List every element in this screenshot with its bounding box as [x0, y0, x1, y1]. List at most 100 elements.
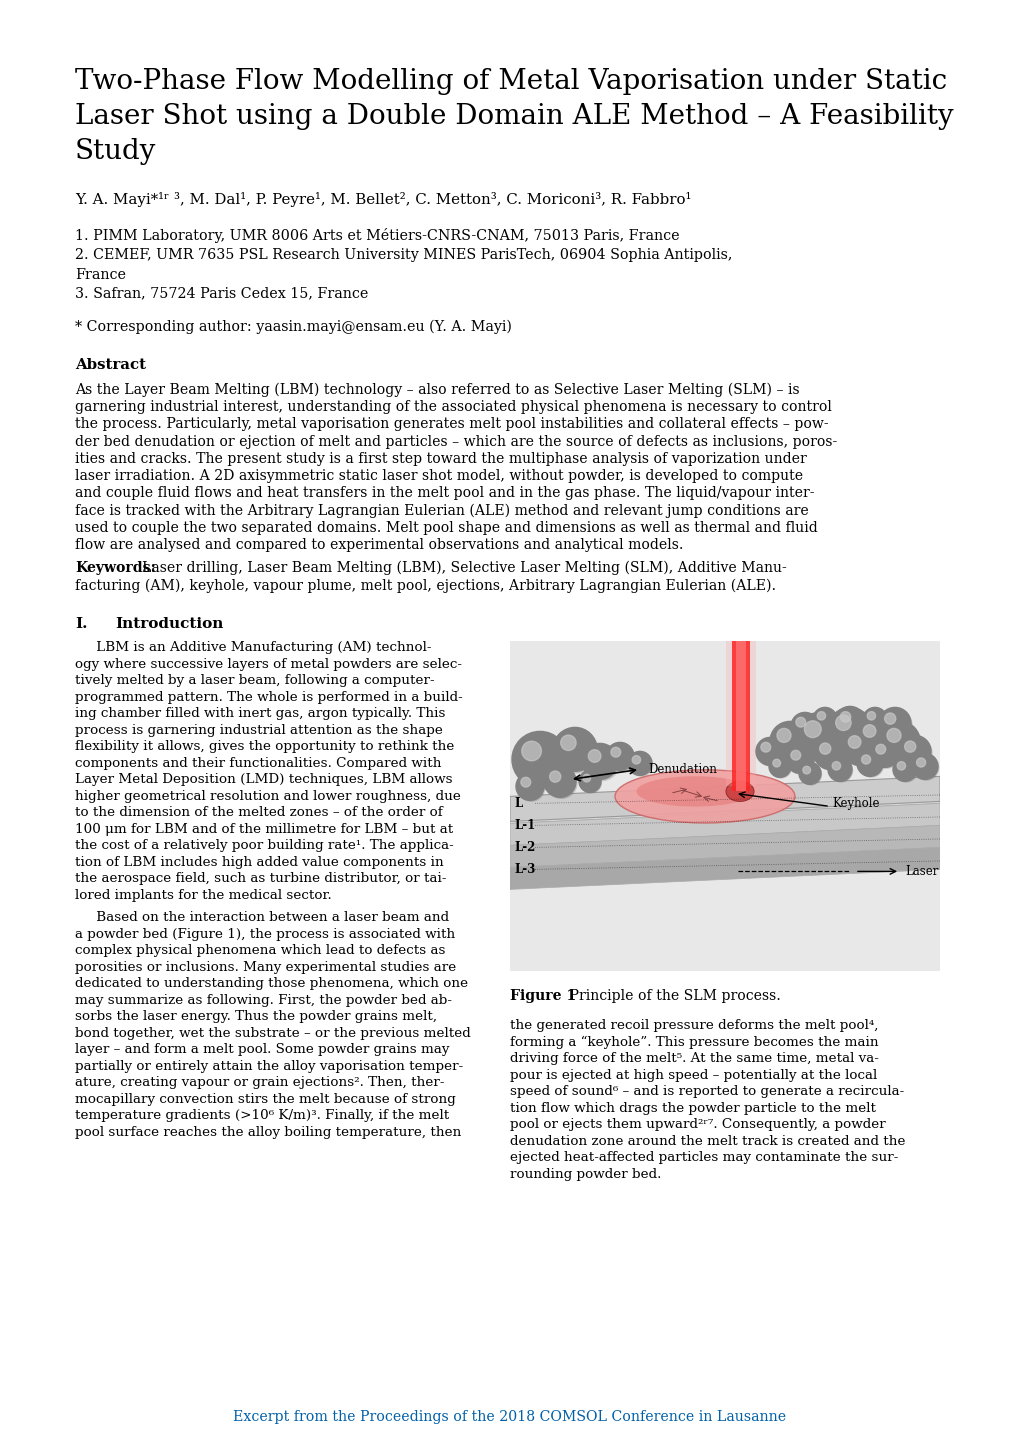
Text: der bed denudation or ejection of melt and particles – which are the source of d: der bed denudation or ejection of melt a…: [75, 434, 837, 448]
Text: LBM is an Additive Manufacturing (AM) technol-: LBM is an Additive Manufacturing (AM) te…: [75, 642, 431, 655]
Circle shape: [862, 725, 875, 737]
Polygon shape: [510, 782, 940, 823]
Circle shape: [790, 712, 818, 740]
Text: higher geometrical resolution and lower roughness, due: higher geometrical resolution and lower …: [75, 790, 461, 803]
Polygon shape: [510, 848, 940, 890]
Text: Laser: Laser: [904, 865, 937, 878]
Circle shape: [866, 711, 874, 720]
Ellipse shape: [787, 747, 814, 774]
Text: process is garnering industrial attention as the shape: process is garnering industrial attentio…: [75, 724, 442, 737]
Text: and couple fluid flows and heat transfers in the melt pool and in the gas phase.: and couple fluid flows and heat transfer…: [75, 486, 814, 500]
Circle shape: [795, 712, 843, 760]
Circle shape: [819, 743, 830, 754]
Ellipse shape: [580, 771, 601, 793]
Text: pour is ejected at high speed – potentially at the local: pour is ejected at high speed – potentia…: [510, 1069, 876, 1082]
Circle shape: [870, 740, 898, 767]
Ellipse shape: [900, 737, 931, 769]
Circle shape: [840, 712, 850, 722]
Circle shape: [552, 727, 596, 771]
Text: facturing (AM), keyhole, vapour plume, melt pool, ejections, Arbitrary Lagrangia: facturing (AM), keyhole, vapour plume, m…: [75, 578, 775, 593]
Ellipse shape: [912, 754, 938, 780]
Circle shape: [841, 730, 877, 766]
Text: may summarize as following. First, the powder bed ab-: may summarize as following. First, the p…: [75, 994, 451, 1007]
Circle shape: [776, 728, 790, 743]
Text: temperature gradients (>10⁶ K/m)³. Finally, if the melt: temperature gradients (>10⁶ K/m)³. Final…: [75, 1109, 448, 1122]
Text: L: L: [514, 797, 522, 810]
Circle shape: [549, 771, 560, 782]
Text: garnering industrial interest, understanding of the associated physical phenomen: garnering industrial interest, understan…: [75, 401, 832, 414]
Text: Layer Metal Deposition (LMD) techniques, LBM allows: Layer Metal Deposition (LMD) techniques,…: [75, 773, 452, 786]
Circle shape: [835, 715, 850, 731]
Circle shape: [582, 744, 618, 779]
Text: 1. PIMM Laboratory, UMR 8006 Arts et Métiers-CNRS-CNAM, 75013 Paris, France: 1. PIMM Laboratory, UMR 8006 Arts et Mét…: [75, 228, 679, 244]
Circle shape: [897, 761, 905, 770]
Text: tion flow which drags the powder particle to the melt: tion flow which drags the powder particl…: [510, 1102, 875, 1115]
Text: porosities or inclusions. Many experimental studies are: porosities or inclusions. Many experimen…: [75, 960, 455, 973]
Text: ogy where successive layers of metal powders are selec-: ogy where successive layers of metal pow…: [75, 658, 462, 671]
Ellipse shape: [815, 738, 847, 771]
Ellipse shape: [636, 776, 753, 806]
Text: Two-Phase Flow Modelling of Metal Vaporisation under Static: Two-Phase Flow Modelling of Metal Vapori…: [75, 68, 947, 95]
Text: Figure 1: Figure 1: [510, 989, 576, 1004]
Text: dedicated to understanding those phenomena, which one: dedicated to understanding those phenome…: [75, 978, 468, 991]
Circle shape: [588, 750, 600, 763]
Ellipse shape: [858, 720, 894, 756]
Text: denudation zone around the melt track is created and the: denudation zone around the melt track is…: [510, 1135, 905, 1148]
Circle shape: [582, 774, 590, 782]
Text: Keywords:: Keywords:: [75, 561, 156, 575]
Ellipse shape: [515, 734, 571, 790]
Circle shape: [802, 766, 810, 774]
Text: France: France: [75, 268, 126, 283]
Text: sorbs the laser energy. Thus the powder grains melt,: sorbs the laser energy. Thus the powder …: [75, 1011, 437, 1024]
Circle shape: [812, 708, 837, 731]
Circle shape: [804, 721, 820, 738]
Circle shape: [878, 708, 910, 740]
Circle shape: [861, 756, 870, 764]
Text: driving force of the melt⁵. At the same time, metal va-: driving force of the melt⁵. At the same …: [510, 1053, 878, 1066]
Ellipse shape: [757, 738, 785, 767]
Text: Study: Study: [75, 138, 156, 164]
Circle shape: [883, 712, 895, 724]
Text: pool or ejects them upward²ʳ⁷. Consequently, a powder: pool or ejects them upward²ʳ⁷. Consequen…: [510, 1119, 884, 1132]
Ellipse shape: [792, 714, 819, 741]
Text: flexibility it allows, gives the opportunity to rethink the: flexibility it allows, gives the opportu…: [75, 740, 453, 753]
Circle shape: [512, 731, 568, 787]
Text: L-1: L-1: [514, 819, 535, 832]
Text: flow are analysed and compared to experimental observations and analytical model: flow are analysed and compared to experi…: [75, 538, 683, 552]
Text: Laser Shot using a Double Domain ALE Method – A Feasibility: Laser Shot using a Double Domain ALE Met…: [75, 102, 953, 130]
Circle shape: [522, 741, 541, 761]
Text: Keyhole: Keyhole: [832, 797, 878, 810]
Text: Laser drilling, Laser Beam Melting (LBM), Selective Laser Melting (SLM), Additiv: Laser drilling, Laser Beam Melting (LBM)…: [142, 561, 786, 575]
Circle shape: [816, 711, 824, 720]
Circle shape: [755, 737, 784, 766]
Text: Y. A. Mayi*¹ʳ ³, M. Dal¹, P. Peyre¹, M. Bellet², C. Metton³, C. Moriconi³, R. Fa: Y. A. Mayi*¹ʳ ³, M. Dal¹, P. Peyre¹, M. …: [75, 192, 691, 208]
Text: Abstract: Abstract: [75, 358, 146, 372]
Text: tively melted by a laser beam, following a computer-: tively melted by a laser beam, following…: [75, 675, 434, 688]
Circle shape: [856, 750, 882, 776]
Text: tion of LBM includes high added value components in: tion of LBM includes high added value co…: [75, 857, 443, 870]
Circle shape: [848, 735, 860, 748]
Text: ejected heat-affected particles may contaminate the sur-: ejected heat-affected particles may cont…: [510, 1151, 898, 1164]
Text: Introduction: Introduction: [115, 617, 223, 632]
Circle shape: [790, 750, 800, 760]
Text: Based on the interaction between a laser beam and: Based on the interaction between a laser…: [75, 911, 448, 924]
Text: ature, creating vapour or grain ejections². Then, ther-: ature, creating vapour or grain ejection…: [75, 1076, 444, 1089]
Circle shape: [827, 708, 871, 751]
Ellipse shape: [894, 758, 917, 783]
Text: face is tracked with the Arbitrary Lagrangian Eulerian (ALE) method and relevant: face is tracked with the Arbitrary Lagra…: [75, 503, 808, 518]
Circle shape: [862, 708, 887, 731]
Text: partially or entirely attain the alloy vaporisation temper-: partially or entirely attain the alloy v…: [75, 1060, 463, 1073]
Text: the process. Particularly, metal vaporisation generates melt pool instabilities : the process. Particularly, metal vaporis…: [75, 417, 827, 431]
Ellipse shape: [857, 751, 883, 777]
Ellipse shape: [881, 724, 921, 763]
Text: As the Layer Beam Melting (LBM) technology – also referred to as Selective Laser: As the Layer Beam Melting (LBM) technolo…: [75, 384, 799, 398]
Circle shape: [772, 760, 780, 767]
Text: the generated recoil pressure deforms the melt pool⁴,: the generated recoil pressure deforms th…: [510, 1019, 877, 1032]
Text: L-2: L-2: [514, 841, 535, 854]
Circle shape: [610, 747, 621, 757]
Text: 2. CEMEF, UMR 7635 PSL Research University MINES ParisTech, 06904 Sophia Antipol: 2. CEMEF, UMR 7635 PSL Research Universi…: [75, 248, 732, 262]
Ellipse shape: [629, 753, 652, 777]
Circle shape: [605, 743, 634, 770]
Circle shape: [832, 761, 840, 770]
Ellipse shape: [771, 724, 811, 763]
